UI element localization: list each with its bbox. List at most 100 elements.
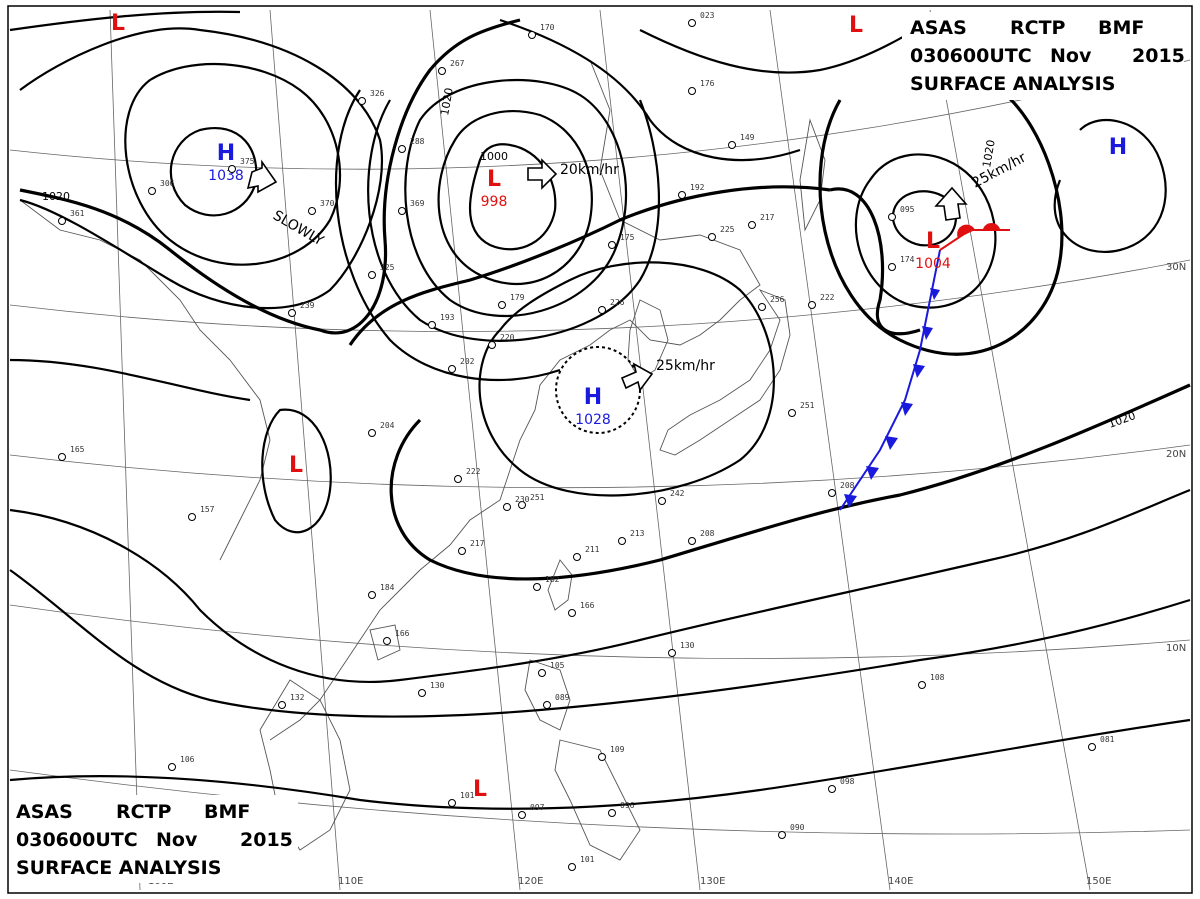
station-plot: 149 bbox=[728, 133, 755, 149]
station-circle bbox=[828, 489, 836, 497]
station-plot: 230 bbox=[503, 495, 530, 511]
header-month: Nov bbox=[156, 829, 198, 851]
isobar bbox=[19, 27, 384, 310]
station-pressure-value: 251 bbox=[530, 493, 545, 502]
cold-front-barb bbox=[844, 494, 857, 508]
station-pressure-value: 267 bbox=[450, 59, 465, 68]
station-circle bbox=[888, 263, 896, 271]
station-plot: 097 bbox=[518, 803, 545, 819]
station-circle bbox=[748, 221, 756, 229]
station-circle bbox=[418, 689, 426, 697]
station-circle bbox=[383, 637, 391, 645]
isobar bbox=[9, 569, 1191, 718]
isobar-label: 1000 bbox=[480, 150, 508, 163]
station-pressure-value: 132 bbox=[290, 693, 305, 702]
header-title: SURFACE ANALYSIS bbox=[16, 857, 221, 879]
longitude-label: 150E bbox=[1086, 876, 1111, 887]
isobar bbox=[469, 143, 557, 251]
station-circle bbox=[608, 241, 616, 249]
station-plot: 193 bbox=[428, 313, 455, 329]
station-plot: 166 bbox=[568, 601, 595, 617]
station-pressure-value: 193 bbox=[440, 313, 455, 322]
station-circle bbox=[573, 553, 581, 561]
station-pressure-value: 023 bbox=[700, 11, 715, 20]
station-circle bbox=[708, 233, 716, 241]
isobar-label: 1020 bbox=[980, 139, 998, 169]
header-source-code: BMF bbox=[1098, 17, 1144, 39]
station-pressure-value: 192 bbox=[690, 183, 705, 192]
station-circle bbox=[454, 475, 462, 483]
longitude-label: 110E bbox=[338, 876, 363, 887]
station-plot: 251 bbox=[518, 493, 545, 509]
station-circle bbox=[448, 799, 456, 807]
station-pressure-value: 106 bbox=[180, 755, 195, 764]
station-plot: 108 bbox=[918, 673, 945, 689]
parallel-line bbox=[9, 444, 1191, 489]
station-plot: 288 bbox=[398, 137, 425, 153]
graticule bbox=[9, 9, 1191, 891]
parallel-line bbox=[9, 259, 1191, 332]
station-plot: 251 bbox=[788, 401, 815, 417]
isobar-bold bbox=[19, 18, 521, 335]
header-source-code: BMF bbox=[204, 801, 250, 823]
movement-label: 25km/hr bbox=[656, 358, 715, 374]
isobar bbox=[261, 408, 332, 534]
latitude-label: 10N bbox=[1166, 643, 1186, 654]
station-circle bbox=[688, 19, 696, 27]
station-pressure-value: 226 bbox=[610, 298, 625, 307]
station-plot: 105 bbox=[538, 661, 565, 677]
station-pressure-value: 217 bbox=[760, 213, 775, 222]
station-plot: 226 bbox=[598, 298, 625, 314]
cold-front-barb bbox=[922, 326, 933, 340]
station-circle bbox=[503, 503, 511, 511]
station-pressure-value: 230 bbox=[515, 495, 530, 504]
high-pressure-symbol: H bbox=[1109, 135, 1127, 160]
station-pressure-value: 166 bbox=[580, 601, 595, 610]
station-plot: 217 bbox=[748, 213, 775, 229]
station-pressure-value: 101 bbox=[460, 791, 475, 800]
station-plot: 109 bbox=[598, 745, 625, 761]
header-station-code: RCTP bbox=[1010, 17, 1066, 39]
station-circle bbox=[918, 681, 926, 689]
high-pressure-center: H 1028 bbox=[575, 385, 611, 428]
coastline-mainland bbox=[269, 59, 761, 741]
station-circle bbox=[518, 501, 526, 509]
station-plot: 165 bbox=[58, 445, 85, 461]
station-plot: 239 bbox=[288, 301, 315, 317]
station-circle bbox=[678, 191, 686, 199]
station-circle bbox=[568, 863, 576, 871]
station-circle bbox=[608, 809, 616, 817]
station-pressure-value: 325 bbox=[380, 263, 395, 272]
low-pressure-symbol: L bbox=[473, 777, 487, 802]
low-pressure-center: L bbox=[289, 453, 303, 478]
meridian-line bbox=[269, 9, 341, 891]
isobar bbox=[169, 127, 258, 217]
station-pressure-value: 242 bbox=[670, 489, 685, 498]
parallel-line bbox=[9, 769, 1191, 835]
central-pressure-value: 998 bbox=[481, 194, 508, 210]
station-pressure-value: 165 bbox=[70, 445, 85, 454]
header-top-right: ASAS RCTP BMF 030600UTC Nov 2015 SURFACE… bbox=[902, 12, 1185, 100]
station-plot: 132 bbox=[278, 693, 305, 709]
station-pressure-value: 176 bbox=[700, 79, 715, 88]
station-plot: 222 bbox=[454, 467, 481, 483]
isobar bbox=[437, 110, 593, 286]
station-circle bbox=[528, 31, 536, 39]
station-pressure-value: 096 bbox=[620, 801, 635, 810]
station-plot: 220 bbox=[488, 333, 515, 349]
isobar bbox=[478, 261, 775, 497]
station-circle bbox=[598, 753, 606, 761]
station-plot: 179 bbox=[498, 293, 525, 309]
station-pressure-value: 109 bbox=[610, 745, 625, 754]
cold-front-barb bbox=[885, 436, 898, 450]
longitude-label: 120E bbox=[518, 876, 543, 887]
high-pressure-center: H bbox=[1109, 135, 1127, 160]
motion-arrows bbox=[246, 158, 968, 392]
station-plot: 242 bbox=[658, 489, 685, 505]
central-pressure-value: 1038 bbox=[208, 168, 244, 184]
station-circle bbox=[778, 831, 786, 839]
station-pressure-value: 370 bbox=[320, 199, 335, 208]
station-circle bbox=[58, 453, 66, 461]
